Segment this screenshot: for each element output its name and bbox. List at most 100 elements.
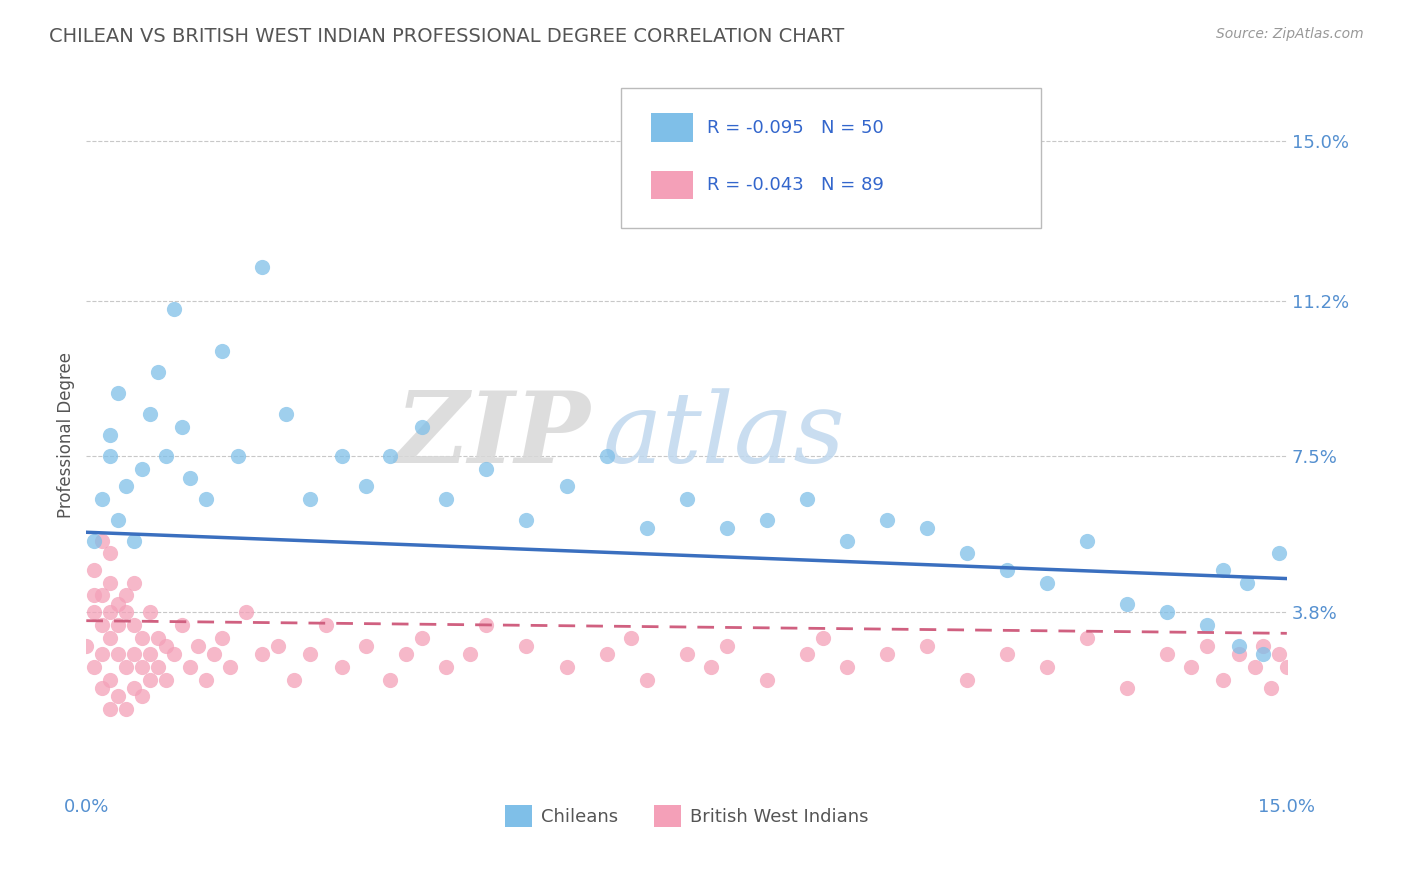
Point: [675, 648, 697, 662]
Point: [131, 690, 153, 704]
Point: [1260, 681, 1282, 695]
Point: [636, 521, 658, 535]
Point: [155, 450, 177, 464]
Legend: Chileans, British West Indians: Chileans, British West Indians: [498, 798, 876, 834]
Point: [356, 479, 378, 493]
Point: [202, 648, 225, 662]
Point: [124, 618, 146, 632]
Point: [115, 660, 138, 674]
Point: [115, 702, 138, 716]
Point: [131, 462, 153, 476]
Point: [515, 639, 537, 653]
Point: [915, 521, 938, 535]
Point: [115, 589, 138, 603]
Point: [179, 660, 201, 674]
Point: [1076, 533, 1098, 548]
Point: [1236, 575, 1258, 590]
Point: [148, 631, 170, 645]
Point: [460, 648, 482, 662]
Point: [276, 408, 298, 422]
Point: [555, 660, 578, 674]
Point: [211, 344, 233, 359]
Point: [91, 533, 114, 548]
Point: [98, 605, 121, 619]
Point: [115, 479, 138, 493]
Point: [124, 533, 146, 548]
Point: [619, 631, 641, 645]
Point: [380, 673, 402, 687]
Text: atlas: atlas: [603, 388, 845, 483]
Point: [91, 618, 114, 632]
Point: [332, 450, 354, 464]
Point: [98, 702, 121, 716]
Point: [155, 673, 177, 687]
Point: [1180, 660, 1202, 674]
Point: [1212, 673, 1234, 687]
Point: [115, 605, 138, 619]
Point: [1251, 648, 1274, 662]
Point: [172, 618, 194, 632]
Point: [515, 513, 537, 527]
Point: [796, 491, 818, 506]
Point: [219, 660, 242, 674]
Point: [155, 639, 177, 653]
Point: [98, 428, 121, 442]
Point: [1268, 546, 1291, 560]
Point: [835, 533, 858, 548]
Point: [91, 681, 114, 695]
Point: [98, 673, 121, 687]
Point: [267, 639, 290, 653]
Text: ZIP: ZIP: [395, 387, 591, 483]
Point: [436, 660, 458, 674]
Point: [195, 491, 218, 506]
Point: [107, 618, 129, 632]
Point: [1035, 575, 1057, 590]
Point: [1275, 660, 1298, 674]
Point: [252, 648, 274, 662]
Point: [915, 639, 938, 653]
Point: [475, 618, 498, 632]
Point: [98, 450, 121, 464]
Point: [1156, 605, 1178, 619]
Point: [475, 462, 498, 476]
Point: [1195, 639, 1218, 653]
Point: [1115, 681, 1137, 695]
Point: [139, 408, 162, 422]
Point: [380, 450, 402, 464]
Point: [148, 365, 170, 379]
Point: [187, 639, 209, 653]
Point: [332, 660, 354, 674]
Point: [1156, 648, 1178, 662]
Point: [83, 605, 105, 619]
Point: [1227, 639, 1250, 653]
Point: [555, 479, 578, 493]
Point: [75, 639, 97, 653]
Point: [956, 546, 979, 560]
Point: [107, 597, 129, 611]
Point: [107, 690, 129, 704]
Point: [411, 420, 433, 434]
Text: R = -0.043   N = 89: R = -0.043 N = 89: [707, 176, 884, 194]
Point: [299, 491, 322, 506]
Y-axis label: Professional Degree: Professional Degree: [58, 352, 75, 518]
Text: R = -0.095   N = 50: R = -0.095 N = 50: [707, 119, 884, 136]
Point: [796, 648, 818, 662]
Point: [1035, 660, 1057, 674]
Point: [179, 470, 201, 484]
Point: [315, 618, 337, 632]
Point: [1243, 660, 1265, 674]
Bar: [651, 113, 693, 142]
Point: [107, 648, 129, 662]
Point: [299, 648, 322, 662]
Point: [1195, 618, 1218, 632]
Point: [107, 513, 129, 527]
Point: [755, 513, 778, 527]
Point: [195, 673, 218, 687]
Point: [124, 575, 146, 590]
Point: [411, 631, 433, 645]
Point: [436, 491, 458, 506]
Point: [699, 660, 721, 674]
Point: [98, 546, 121, 560]
Point: [876, 513, 898, 527]
Point: [1076, 631, 1098, 645]
